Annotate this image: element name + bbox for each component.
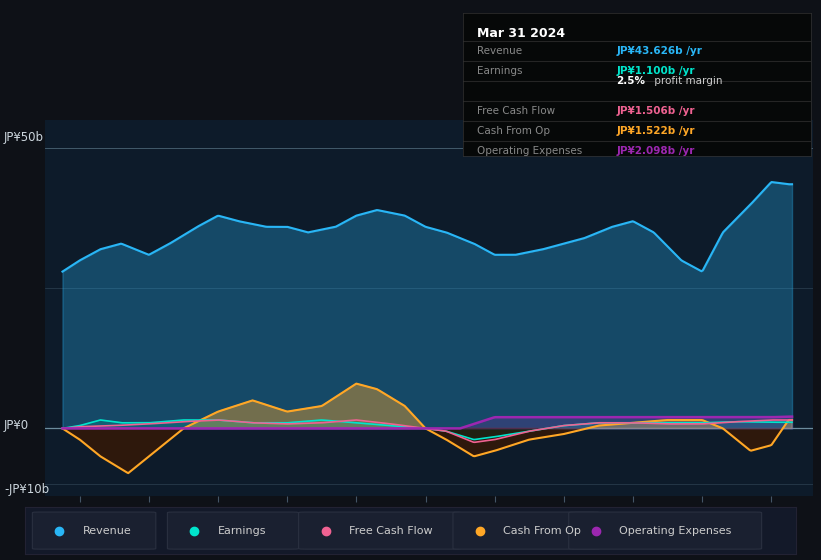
Text: JP¥1.506b /yr: JP¥1.506b /yr xyxy=(617,106,695,116)
Text: Free Cash Flow: Free Cash Flow xyxy=(477,106,555,116)
Text: JP¥1.100b /yr: JP¥1.100b /yr xyxy=(617,66,695,76)
Text: -JP¥10b: -JP¥10b xyxy=(4,483,49,497)
FancyBboxPatch shape xyxy=(167,512,299,549)
Text: JP¥1.522b /yr: JP¥1.522b /yr xyxy=(617,125,695,136)
FancyBboxPatch shape xyxy=(299,512,461,549)
Text: Operating Expenses: Operating Expenses xyxy=(477,146,582,156)
Text: Revenue: Revenue xyxy=(477,46,522,56)
Text: Earnings: Earnings xyxy=(477,66,522,76)
Text: Revenue: Revenue xyxy=(82,526,131,535)
Text: JP¥2.098b /yr: JP¥2.098b /yr xyxy=(617,146,695,156)
Text: Free Cash Flow: Free Cash Flow xyxy=(349,526,433,535)
Text: Cash From Op: Cash From Op xyxy=(503,526,581,535)
Text: 2.5%: 2.5% xyxy=(617,76,645,86)
FancyBboxPatch shape xyxy=(453,512,599,549)
Text: JP¥43.626b /yr: JP¥43.626b /yr xyxy=(617,46,702,56)
FancyBboxPatch shape xyxy=(569,512,762,549)
FancyBboxPatch shape xyxy=(32,512,156,549)
Text: JP¥0: JP¥0 xyxy=(4,419,30,432)
Text: profit margin: profit margin xyxy=(651,76,722,86)
Text: Operating Expenses: Operating Expenses xyxy=(619,526,732,535)
Text: Cash From Op: Cash From Op xyxy=(477,125,550,136)
Text: Earnings: Earnings xyxy=(218,526,266,535)
Text: Mar 31 2024: Mar 31 2024 xyxy=(477,27,565,40)
Text: JP¥50b: JP¥50b xyxy=(4,130,44,144)
